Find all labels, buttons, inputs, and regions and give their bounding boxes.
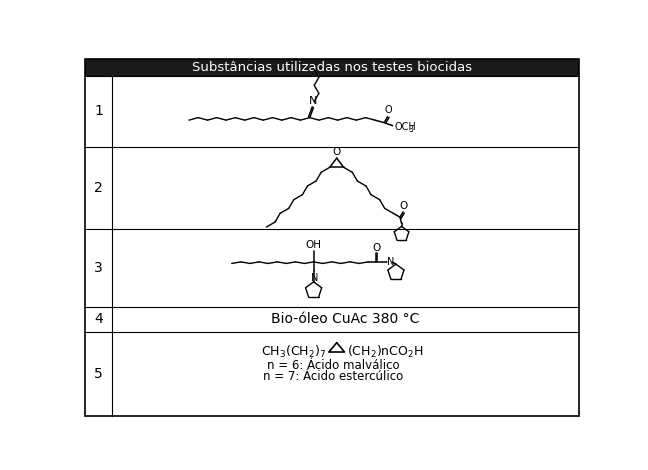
- Bar: [85, 59, 579, 76]
- Text: (CH$_2$)nCO$_2$H: (CH$_2$)nCO$_2$H: [347, 344, 424, 360]
- Text: Substâncias utilizadas nos testes biocidas: Substâncias utilizadas nos testes biocid…: [192, 61, 472, 74]
- Text: N: N: [310, 273, 318, 282]
- Text: 5: 5: [94, 367, 103, 381]
- Text: O: O: [384, 105, 392, 115]
- Text: OCH: OCH: [395, 122, 417, 132]
- Text: 2: 2: [94, 181, 103, 195]
- Text: O: O: [332, 147, 341, 157]
- Text: N: N: [309, 96, 318, 106]
- Text: 1: 1: [94, 104, 103, 118]
- Text: O: O: [400, 201, 408, 211]
- Text: 4: 4: [94, 313, 103, 327]
- Text: Bio-óleo CuAc 380 °C: Bio-óleo CuAc 380 °C: [272, 313, 420, 327]
- Text: n = 7: Ácido estercúlico: n = 7: Ácido estercúlico: [262, 370, 403, 383]
- Text: CH$_3$(CH$_2$)$_7$: CH$_3$(CH$_2$)$_7$: [261, 344, 326, 360]
- Text: n = 6: Ácido malválico: n = 6: Ácido malválico: [266, 359, 399, 372]
- Text: O: O: [373, 243, 381, 252]
- Text: 3: 3: [408, 125, 413, 134]
- Text: N: N: [388, 257, 395, 267]
- Text: 3: 3: [94, 261, 103, 275]
- Text: OH: OH: [306, 240, 321, 250]
